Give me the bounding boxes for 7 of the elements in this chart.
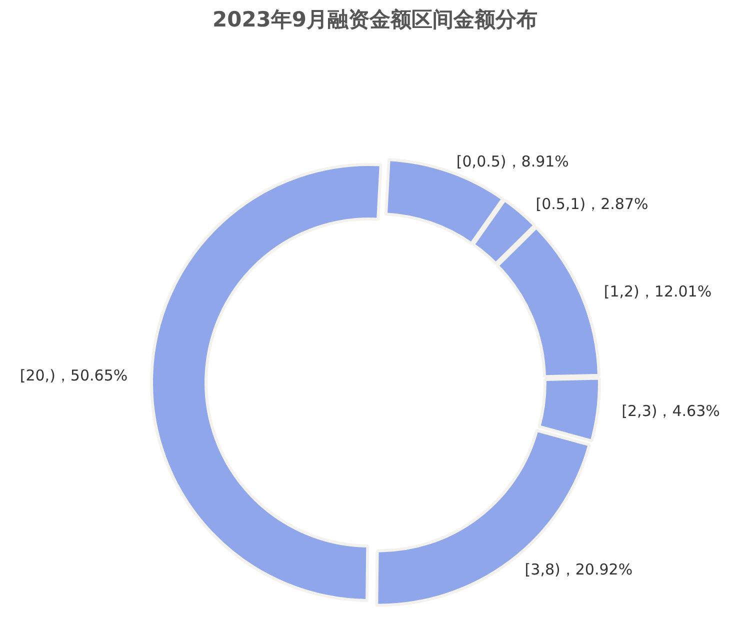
slice-label: [3,8)，20.92% <box>524 560 633 578</box>
chart-title: 2023年9月融资金额区间金额分布 <box>212 8 538 32</box>
slice-label: [2,3)，4.63% <box>622 402 720 420</box>
slice-label: [1,2)，12.01% <box>604 282 712 300</box>
slice-label: [20,)，50.65% <box>20 366 128 384</box>
slice-label: [0.5,1)，2.87% <box>536 195 648 214</box>
slice-label: [0,0.5)，8.91% <box>456 152 569 171</box>
